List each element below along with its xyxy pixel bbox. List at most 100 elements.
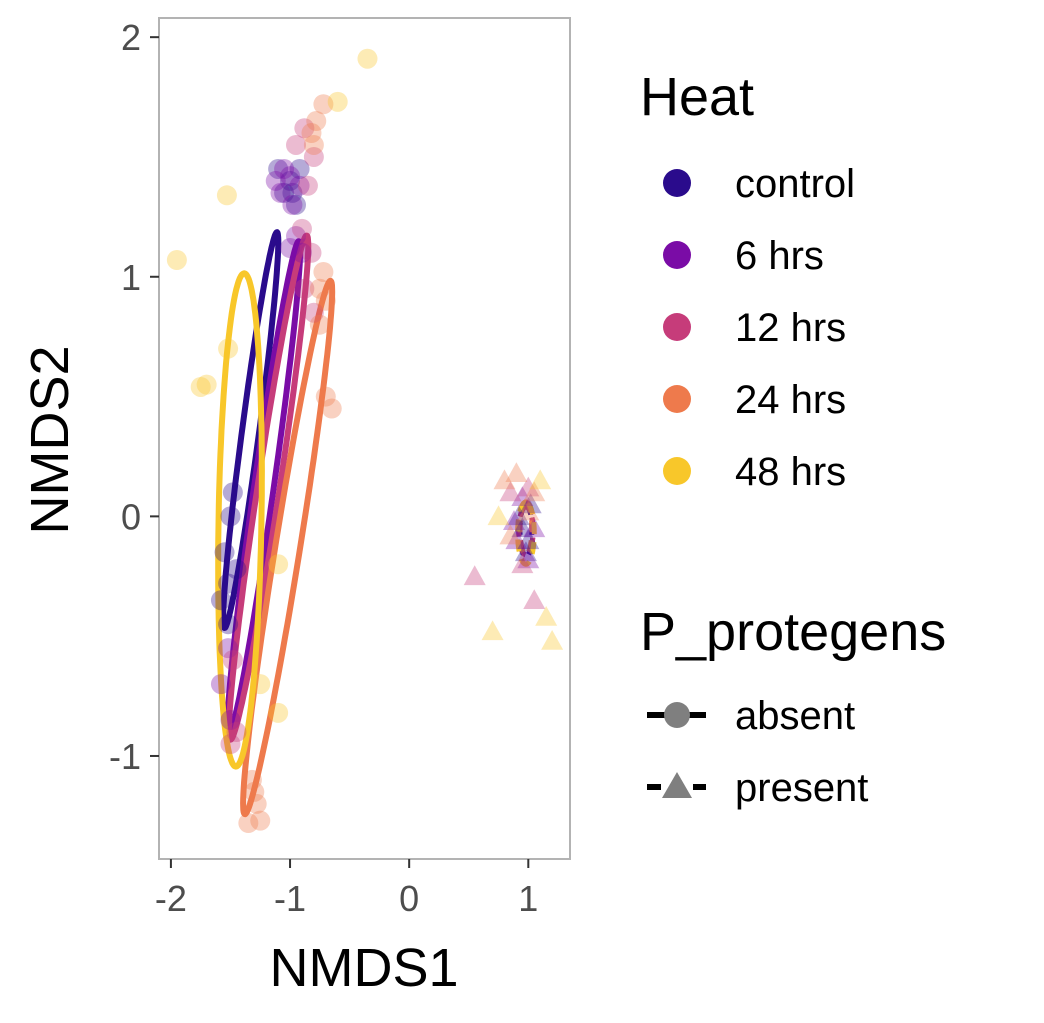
legend-label-control: control (735, 162, 855, 206)
legend-label-48-hrs: 48 hrs (735, 450, 846, 494)
point-12-hrs-present (511, 553, 534, 574)
x-tick-label: 0 (399, 878, 419, 919)
point-48-hrs-present (529, 469, 552, 490)
point-48-hrs-absent (216, 185, 237, 206)
point-48-hrs-absent (327, 91, 348, 112)
ellipse-layer (215, 229, 537, 818)
point-control-present (507, 505, 530, 526)
point-24-hrs-absent (250, 810, 271, 831)
point-control-absent (218, 614, 239, 635)
point-24-hrs-present (523, 481, 546, 502)
point-24-hrs-absent (309, 314, 330, 335)
x-axis-title: NMDS1 (269, 938, 458, 998)
point-6-hrs-absent (282, 194, 303, 215)
legend-swatch-12-hrs (663, 313, 691, 341)
point-12-hrs-absent (291, 218, 312, 239)
ellipse-12-hrs-absent (225, 232, 312, 743)
point-6-hrs-absent (274, 158, 295, 179)
point-control-absent (218, 573, 239, 594)
legend-label-absent: absent (735, 694, 855, 738)
point-24-hrs-present (499, 524, 522, 545)
point-control-absent (220, 506, 241, 527)
point-12-hrs-absent (297, 175, 318, 196)
legend-protegens: P_protegens absent present (640, 602, 946, 810)
point-48-hrs-present (541, 629, 564, 650)
point-48-hrs-absent (268, 702, 289, 723)
legend-shape-circle (664, 702, 690, 728)
legend-label-24-hrs: 24 hrs (735, 378, 846, 422)
point-48-hrs-absent (196, 374, 217, 395)
point-24-hrs-absent (301, 123, 322, 144)
point-6-hrs-present (511, 486, 534, 507)
point-12-hrs-absent (294, 118, 315, 139)
point-24-hrs-absent (309, 278, 330, 299)
point-12-hrs-absent (222, 650, 243, 671)
legend-label-6-hrs: 6 hrs (735, 234, 824, 278)
point-control-absent (268, 158, 289, 179)
point-24-hrs-absent (246, 793, 267, 814)
point-control-absent (214, 542, 235, 563)
point-6-hrs-absent (280, 238, 301, 259)
point-24-hrs-present (517, 500, 540, 521)
y-axis-title: NMDS2 (20, 345, 80, 534)
point-24-hrs-absent (313, 94, 334, 115)
point-6-hrs-present (505, 529, 528, 550)
point-12-hrs-absent (303, 146, 324, 167)
x-tick-label: 1 (518, 878, 538, 919)
x-tick-label: -2 (155, 878, 187, 919)
axes: -2 -1 0 1 -1 0 1 2 (109, 17, 538, 919)
point-layer (166, 48, 564, 834)
point-6-hrs-absent (291, 242, 312, 263)
point-48-hrs-present (535, 606, 558, 626)
point-48-hrs-present (487, 505, 510, 526)
ellipse-48-hrs-absent (215, 270, 265, 770)
legend-label-present: present (735, 766, 868, 810)
point-6-hrs-absent (289, 175, 310, 196)
x-tick-label: -1 (274, 878, 306, 919)
point-control-absent (286, 194, 306, 215)
point-24-hrs-absent (303, 134, 324, 155)
point-12-hrs-present (463, 565, 486, 586)
point-control-present (514, 541, 537, 562)
point-12-hrs-present (517, 476, 540, 497)
y-tick-label: 0 (121, 496, 141, 537)
point-48-hrs-absent (166, 249, 187, 270)
legend-heat: Heat control 6 hrs 12 hrs 24 hrs 48 hrs (640, 67, 855, 494)
point-6-hrs-absent (270, 182, 291, 203)
point-24-hrs-present (505, 462, 528, 483)
legend-swatch-control (663, 169, 691, 197)
legend-swatch-48-hrs (663, 457, 691, 485)
point-control-present (519, 493, 542, 514)
point-6-hrs-present (503, 510, 526, 530)
point-6-hrs-absent (210, 674, 231, 695)
point-48-hrs-present (481, 620, 504, 641)
point-24-hrs-absent (241, 769, 262, 790)
point-24-hrs-present (493, 469, 516, 490)
point-24-hrs-absent (315, 386, 336, 407)
point-6-hrs-present (523, 517, 546, 538)
point-12-hrs-absent (294, 278, 315, 299)
point-24-hrs-absent (238, 813, 259, 834)
point-48-hrs-absent (190, 376, 211, 397)
ellipse-48-hrs-present (515, 499, 537, 567)
legend-protegens-title: P_protegens (640, 602, 946, 662)
point-12-hrs-absent (286, 134, 306, 155)
point-control-present (517, 529, 540, 550)
point-control-absent (282, 182, 303, 203)
point-48-hrs-absent (218, 338, 239, 359)
point-12-hrs-absent (301, 242, 322, 263)
point-24-hrs-absent (315, 290, 336, 311)
point-control-absent (280, 170, 301, 191)
legend-heat-title: Heat (640, 67, 754, 127)
legend-shape-triangle (662, 772, 692, 798)
point-6-hrs-absent (280, 166, 301, 187)
point-6-hrs-absent (265, 170, 286, 191)
y-tick-label: -1 (109, 736, 141, 777)
point-24-hrs-absent (321, 398, 342, 419)
point-48-hrs-absent (357, 48, 378, 69)
point-24-hrs-absent (313, 261, 334, 282)
point-control-absent (274, 182, 295, 203)
point-12-hrs-absent (220, 733, 241, 754)
legend-swatch-6-hrs (663, 241, 691, 269)
point-48-hrs-absent (268, 554, 289, 575)
